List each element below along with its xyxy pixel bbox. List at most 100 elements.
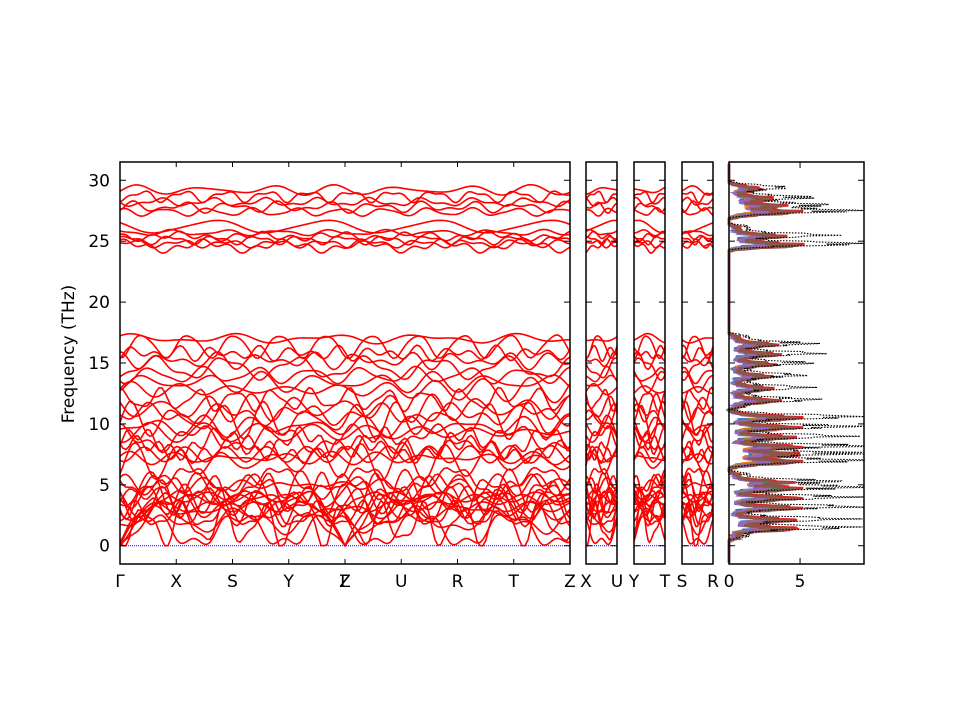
phonon-band-14: [585, 475, 618, 495]
phonon-band-42: [119, 206, 571, 218]
phonon-band-25: [585, 402, 618, 425]
phonon-band-41: [119, 219, 571, 234]
phonon-band-32: [585, 351, 618, 368]
phonon-band-38: [681, 235, 714, 246]
phonon-band-45: [633, 190, 666, 204]
phonon-band-28: [681, 385, 714, 395]
phonon-band-46: [633, 186, 666, 194]
y-tick-label: 20: [88, 293, 110, 313]
phonon-band-4: [681, 503, 714, 547]
phonon-band-5: [585, 513, 618, 533]
dos-curves: [725, 163, 866, 563]
phonon-band-22: [682, 422, 714, 442]
phonon-band-43: [119, 200, 571, 214]
phonon-band-35: [119, 332, 571, 345]
phonon-band-24: [585, 405, 618, 430]
phonon-band-43: [633, 202, 666, 213]
x-tick-label-x: X: [170, 572, 182, 592]
phonon-band-30: [633, 366, 666, 382]
phonon-band-38: [119, 235, 571, 246]
phonon-band-39: [119, 230, 571, 243]
x-tick-label-u: U: [395, 572, 407, 592]
phonon-band-6: [681, 499, 714, 526]
phonon-band-44: [633, 196, 665, 207]
phonon-band-25: [119, 401, 571, 427]
phonon-band-44: [585, 196, 618, 207]
phonon-band-34: [119, 334, 571, 360]
phonon-band-46: [585, 186, 618, 195]
total-dos-curve: [728, 163, 866, 563]
phonon-band-24: [119, 400, 571, 441]
phonon-band-15: [681, 467, 714, 491]
y-tick-label: 10: [88, 415, 110, 435]
y-tick-label: 30: [88, 171, 110, 191]
phonon-band-31: [633, 357, 666, 381]
x-tick-label-t: T: [508, 572, 520, 592]
phonon-band-30: [681, 366, 713, 385]
y-tick-label: 5: [99, 476, 110, 496]
phonon-band-21: [633, 426, 666, 451]
phonon-band-30: [585, 365, 618, 383]
phonon-band-27: [585, 388, 618, 412]
phonon-band-21: [585, 424, 618, 453]
phonon-band-20: [585, 426, 618, 461]
phonon-band-13: [681, 478, 714, 503]
phonon-band-35: [681, 337, 713, 344]
phonon-band-10: [633, 487, 666, 507]
phonon-band-19: [585, 445, 618, 465]
phonon-band-29: [585, 374, 618, 387]
phonon-band-10: [585, 482, 618, 515]
phonon-band-31: [585, 357, 618, 379]
phonon-band-32: [681, 352, 714, 367]
x-tick-label-r: R: [452, 572, 464, 592]
phonon-band-42: [681, 207, 714, 216]
phonon-band-14: [119, 472, 571, 497]
phonon-band-39: [585, 230, 618, 243]
x-tick-label-x: X: [580, 572, 592, 592]
phonon-band-46: [681, 184, 714, 197]
phonon-band-8: [119, 485, 571, 528]
phonon-band-14: [633, 479, 666, 492]
y-tick-label: 0: [99, 537, 110, 557]
phonon-band-46: [119, 183, 571, 197]
x-tick-label-z: Z: [564, 572, 576, 592]
phonon-band-45: [585, 190, 617, 204]
phonon-band-34: [585, 335, 618, 359]
phonon-band-31: [119, 354, 571, 381]
x-tick-label-s: S: [227, 572, 238, 592]
band-lines: [119, 183, 714, 548]
x-tick-label-r: R: [707, 572, 719, 592]
x-tick-label-y: Y: [283, 572, 295, 592]
phonon-band-13: [585, 476, 618, 504]
phonon-band-40: [585, 228, 618, 236]
partial-dos-curve-5: [727, 163, 798, 563]
phonon-band-32: [119, 350, 571, 371]
phonon-band-40: [633, 229, 666, 237]
phonon-band-45: [681, 191, 714, 204]
phonon-band-11: [633, 473, 666, 517]
phonon-band-13: [119, 473, 571, 504]
phonon-band-16: [633, 451, 666, 470]
phonon-band-15: [119, 466, 571, 501]
phonon-band-3: [585, 518, 618, 546]
y-axis-label: Frequency (THz): [59, 285, 79, 424]
phonon-band-34: [681, 335, 714, 360]
phonon-band-20: [119, 425, 571, 461]
phonon-band-30: [119, 365, 571, 385]
phonon-band-28: [585, 382, 618, 396]
x-tick-label-z: Z: [339, 572, 351, 592]
phonon-band-36: [681, 238, 714, 249]
phonon-band-15: [633, 468, 666, 501]
phonon-band-4: [119, 499, 571, 547]
phonon-band-19: [119, 434, 571, 465]
phonon-band-26: [633, 392, 666, 423]
phonon-band-12: [681, 469, 714, 516]
x-tick-label-u: U: [611, 572, 623, 592]
phonon-band-1: [681, 493, 714, 506]
phonon-band-41: [633, 219, 666, 234]
dos-x-tick-label: 0: [724, 572, 735, 592]
phonon-band-44: [119, 196, 571, 208]
phonon-band-12: [585, 471, 618, 517]
phonon-band-29: [681, 370, 714, 394]
